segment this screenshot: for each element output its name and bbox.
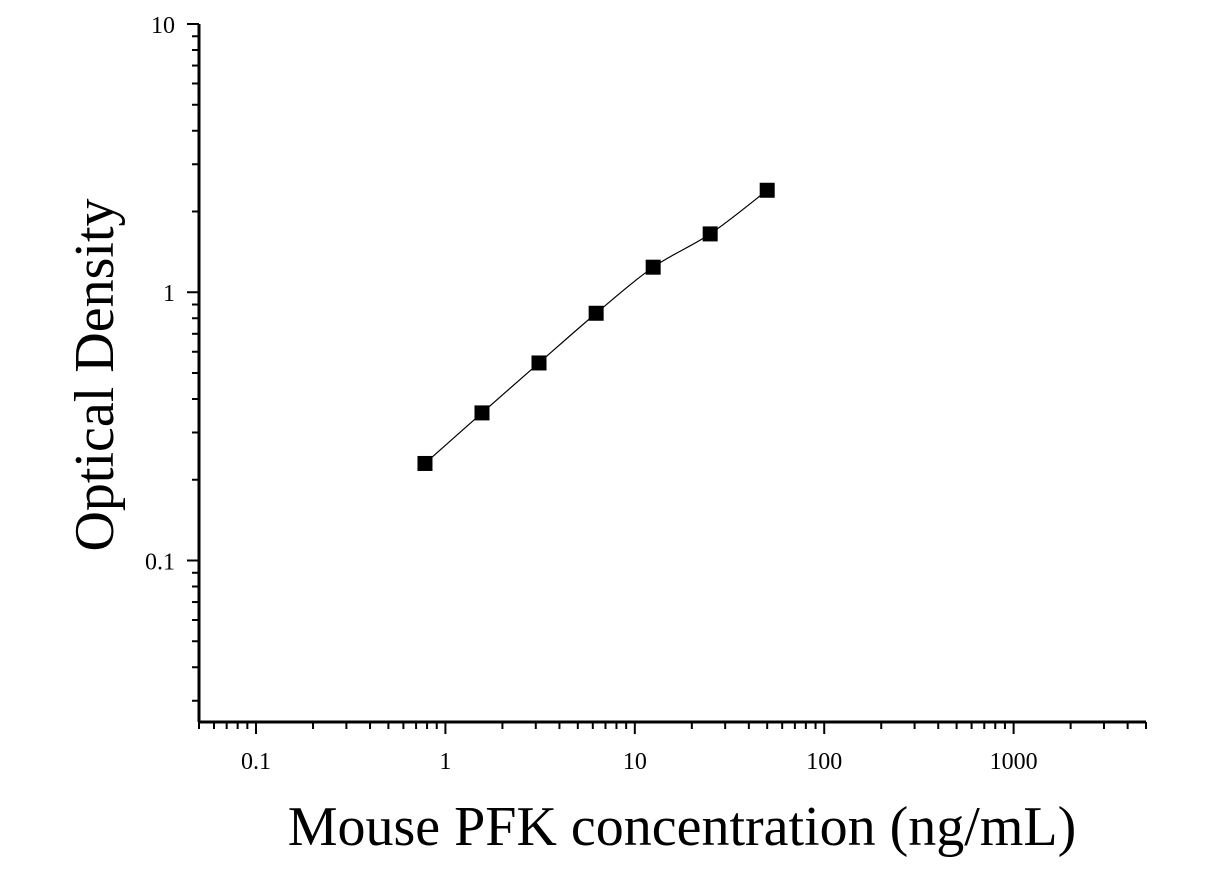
data-point-marker — [702, 226, 718, 242]
y-axis: 0.1 1 10 — [145, 13, 201, 722]
data-point-marker — [417, 455, 433, 471]
y-tick-label: 0.1 — [145, 549, 175, 575]
x-tick-label: 100 — [806, 749, 842, 775]
y-tick-label: 1 — [163, 281, 175, 307]
plot-area — [417, 182, 775, 471]
x-tick-label: 1 — [439, 749, 451, 775]
x-tick-label: 1000 — [990, 749, 1038, 775]
data-point-marker — [531, 355, 547, 371]
x-tick-label: 10 — [623, 749, 647, 775]
y-tick-label: 10 — [151, 13, 175, 39]
x-tick-label: 0.1 — [241, 749, 271, 775]
x-axis: 0.1 1 10 100 1000 — [198, 720, 1147, 775]
data-point-marker — [474, 405, 490, 421]
data-point-marker — [588, 305, 604, 321]
data-point-marker — [759, 182, 775, 198]
data-point-marker — [645, 259, 661, 275]
y-axis-title: Optical Density — [64, 198, 126, 551]
x-axis-title: Mouse PFK concentration (ng/mL) — [288, 796, 1077, 858]
